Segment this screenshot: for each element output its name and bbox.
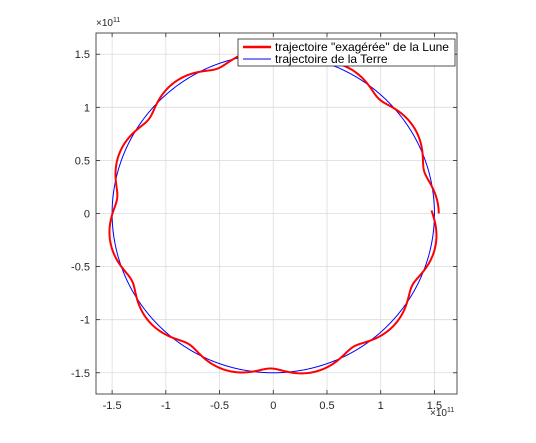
x-tick-label: -1.5 bbox=[103, 400, 122, 412]
legend-label-earth: trajectoire de la Terre bbox=[275, 52, 388, 66]
legend-label-moon: trajectoire "exagérée" de la Lune bbox=[275, 40, 449, 54]
y-exponent-label: ×1011 bbox=[96, 17, 120, 29]
x-tick-label: 1 bbox=[378, 400, 384, 412]
x-tick-label: -0.5 bbox=[210, 400, 229, 412]
tick-labels: -1.5 -1 -0.5 0 0.5 1 1.5 -1.5 -1 -0.5 0 0.5 1 1.5 bbox=[71, 49, 442, 412]
legend-box bbox=[237, 38, 456, 67]
x-tick-label: 1.5 bbox=[427, 400, 442, 412]
moon-trajectory-line bbox=[108, 49, 440, 375]
y-tick-label: -1 bbox=[80, 315, 90, 327]
tick-marks bbox=[96, 33, 457, 394]
y-tick-label: 0.5 bbox=[75, 155, 90, 167]
y-tick-label: 1.5 bbox=[75, 49, 90, 61]
x-tick-label: 0.5 bbox=[319, 400, 334, 412]
y-tick-label: 0 bbox=[84, 209, 90, 221]
x-tick-label: -1 bbox=[161, 400, 171, 412]
y-tick-label: -0.5 bbox=[71, 262, 90, 274]
y-tick-label: 1 bbox=[84, 102, 90, 114]
series-layer bbox=[108, 49, 440, 375]
x-exponent-label: ×1011 bbox=[430, 407, 454, 419]
x-tick-label: 0 bbox=[270, 400, 276, 412]
y-tick-label: -1.5 bbox=[71, 368, 90, 380]
legend: trajectoire "exagérée" de la Lune trajec… bbox=[237, 38, 456, 67]
